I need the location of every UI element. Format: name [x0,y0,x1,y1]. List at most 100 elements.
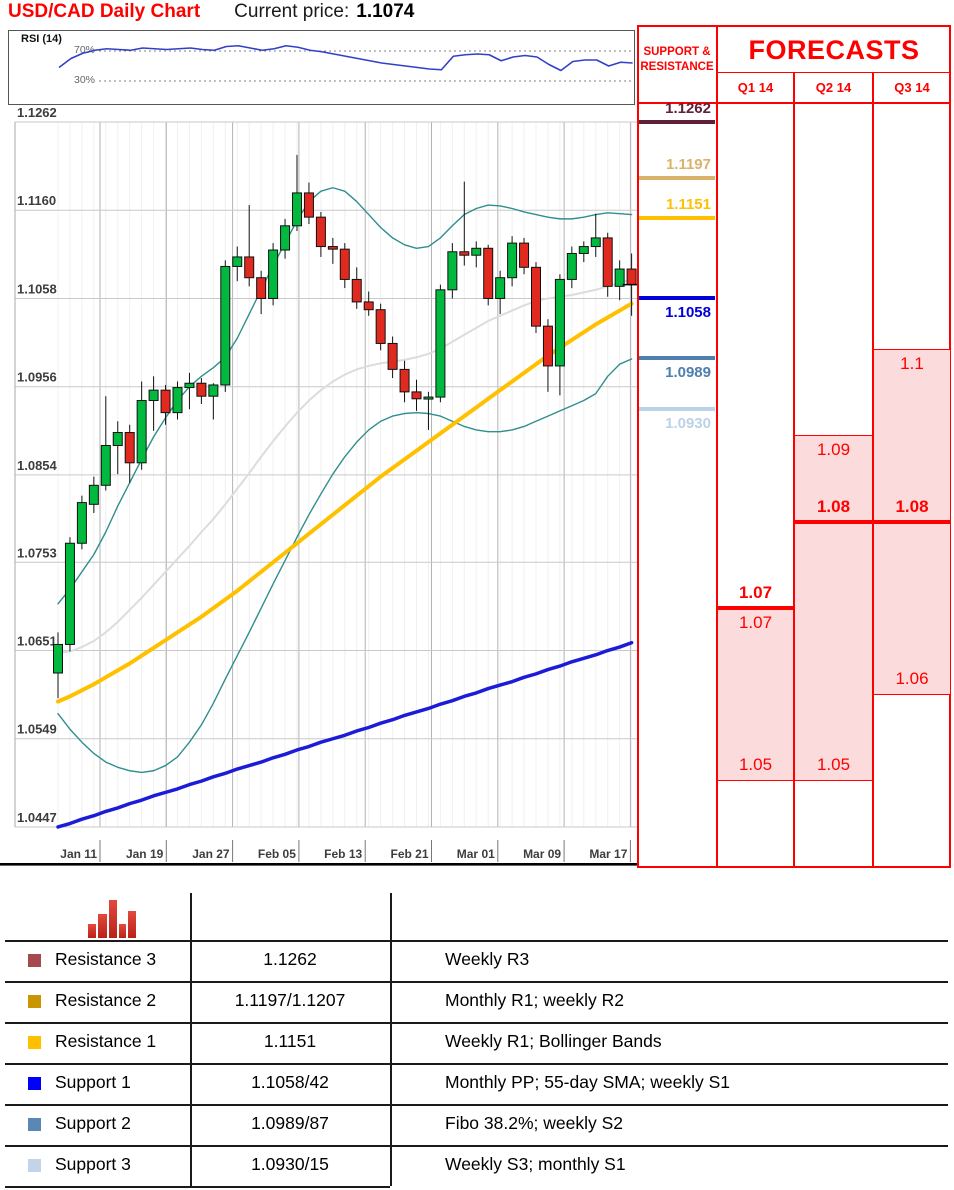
sr-level-line [639,407,715,412]
level-note: Monthly R1; weekly R2 [445,990,624,1010]
sr-level-value: 1.1197 [665,156,711,174]
panel-divider-vertical-2 [793,73,795,868]
sr-level-value: 1.1151 [665,196,711,213]
panel-divider-horizontal-2 [637,101,951,104]
date-axis-label: Feb 05 [258,847,296,861]
candle-down [483,247,494,299]
current-price-value: 1.1074 [356,1,415,22]
forecast-point-line [873,519,951,524]
candle-down [411,391,422,400]
forecast-low-label: 1.06 [895,668,929,688]
forecast-column-q1-14: 1.07 1.07 1.05 [717,103,794,868]
forecast-point-label: 1.07 [738,583,773,603]
candle-up [578,246,589,254]
forecast-column-q3-14: 1.08 1.1 1.06 [873,103,951,868]
page-title: USD/CAD Daily Chart [8,1,201,22]
candle-up [435,289,446,398]
level-note: Monthly PP; 55-day SMA; weekly S1 [445,1072,730,1092]
date-axis-label: Feb 21 [390,847,428,861]
candle-up [447,251,458,291]
bar-icon-bar-2 [98,914,107,938]
level-color-swatch [28,954,41,967]
level-value: 1.1151 [263,1031,317,1051]
price-axis-label: 1.0651 [17,634,57,649]
sr-level-line [639,176,715,181]
level-note: Weekly R1; Bollinger Bands [445,1031,662,1051]
candlestick-chart: Jan 11 Jan 19 Jan 27 Feb 05 Feb 13 Feb 21 Mar … [0,105,637,866]
level-value: 1.0930/15 [251,1154,329,1174]
candle-up [471,247,482,256]
table-row-divider [5,1104,948,1106]
forecast-columns: 1.07 1.07 1.05 1.08 1.09 1.05 1.08 1.1 1.06 [717,103,951,868]
date-axis-label: Mar 01 [457,847,495,861]
forecast-high-label: 1.1 [900,353,924,373]
forecasts-title: FORECASTS [748,35,920,65]
candle-down [387,342,398,370]
forecast-q2-header: Q2 14 [815,80,852,95]
rsi-panel: RSI (14) 70% 30% [8,30,635,105]
level-value: 1.1197/1.1207 [234,990,346,1010]
level-name: Resistance 2 [55,990,157,1010]
candle-down [124,432,135,464]
header-row: USD/CAD Daily Chart Current price: 1.107… [8,1,414,23]
level-name: Support 3 [55,1154,131,1174]
candle-down [196,382,207,397]
level-color-swatch [28,1118,41,1131]
table-row-divider [5,981,948,983]
candle-up [208,384,219,397]
price-axis-label: 1.0753 [17,545,57,560]
candle-down [626,268,637,286]
forecast-point-line [717,606,794,611]
forecast-point-label: 1.08 [895,496,929,516]
price-axis-label: 1.0447 [17,810,57,825]
forecast-q1-header: Q1 14 [737,80,774,95]
candle-up [590,237,601,248]
bar-chart-icon [88,900,140,938]
support-resistance-header: SUPPORT & RESISTANCE [637,45,717,75]
date-axis-label: Jan 27 [192,847,230,861]
price-axis-label: 1.0549 [17,722,57,737]
rsi-label: RSI (14) [21,33,62,45]
candle-up [112,432,123,447]
sr-level-value: 1.0930 [665,415,711,433]
rsi-lower-threshold-label: 30% [73,74,95,86]
date-axis-label: Feb 13 [324,847,362,861]
candle-up [268,249,279,299]
forecast-low-label: 1.05 [816,755,851,775]
candle-up [614,268,625,287]
forecast-column-q2-14: 1.08 1.09 1.05 [794,103,873,868]
candle-up [292,192,302,227]
bar-icon-bar-4 [119,924,126,938]
candle-down [256,277,267,299]
level-name: Resistance 1 [55,1031,157,1051]
level-note: Fibo 38.2%; weekly S2 [445,1113,624,1133]
price-axis-label: 1.1262 [17,105,57,120]
sr-header-line2: RESISTANCE [640,61,714,73]
level-name: Support 2 [55,1113,131,1133]
price-axis-label: 1.0956 [17,370,57,385]
candle-down [160,389,171,414]
candle-down [399,368,410,393]
bar-icon-bar-5 [128,911,136,938]
level-note: Weekly R3 [445,949,530,969]
forecast-q3-header: Q3 14 [894,80,930,95]
candle-down [363,301,374,311]
table-bottom-divider [5,1186,390,1188]
level-color-swatch [28,995,41,1008]
forecast-high-label: 1.07 [738,613,773,633]
forecast-point-line [794,519,873,524]
support-resistance-panel: SUPPORT & RESISTANCE 1.1262 1.1197 1.1151 1… [637,25,717,868]
candle-up [88,484,99,505]
level-color-swatch [28,1077,41,1090]
candle-down [375,309,386,344]
forecast-point-label: 1.08 [816,496,851,516]
candle-up [64,542,75,645]
rsi-plot [58,44,633,82]
table-row-divider [5,1145,948,1147]
panel-divider-vertical-1 [716,25,718,868]
date-axis-label: Mar 09 [523,847,561,861]
bar-icon-bar-1 [88,924,96,938]
candle-up [232,256,243,267]
candle-down [244,256,255,279]
